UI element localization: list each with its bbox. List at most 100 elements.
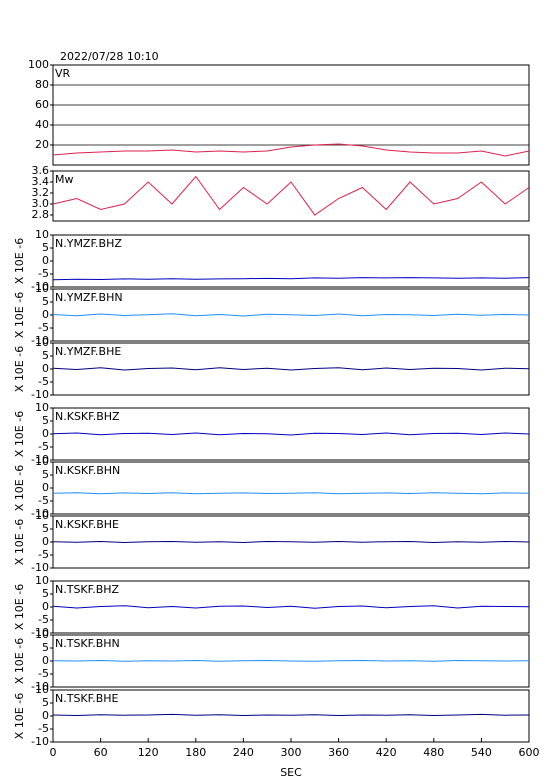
y-tick-label: 5	[42, 468, 49, 481]
x-tick-label: 60	[94, 746, 108, 759]
y-tick-label: 5	[42, 349, 49, 362]
y-tick-label: 0	[42, 427, 49, 440]
x-tick-label: 0	[50, 746, 57, 759]
y-tick-label: 10	[35, 509, 49, 522]
y-tick-label: 10	[35, 228, 49, 241]
panel-frame	[52, 580, 530, 634]
y-tick-label: 0	[42, 654, 49, 667]
panel-frame	[52, 170, 530, 222]
y-tick-label: 10	[35, 683, 49, 696]
y-tick-label: 0	[42, 600, 49, 613]
x-tick-label: 300	[281, 746, 302, 759]
trace-line	[52, 659, 530, 662]
trace-line	[52, 432, 530, 436]
x-tick-label: 600	[519, 746, 540, 759]
y-tick-label: 60	[35, 98, 49, 111]
y-axis-label: X 10E -6	[13, 238, 26, 284]
y-tick-label: 3.2	[32, 186, 50, 199]
y-axis-label: X 10E -6	[13, 465, 26, 511]
trace-line	[52, 175, 530, 216]
y-tick-label: -5	[38, 375, 49, 388]
trace-line	[52, 713, 530, 717]
y-tick-label: 0	[42, 535, 49, 548]
y-tick-label: -5	[38, 321, 49, 334]
panel-label: N.KSKF.BHE	[55, 518, 119, 531]
y-tick-label: 10	[35, 336, 49, 349]
x-tick-label: 240	[233, 746, 254, 759]
y-axis-label: X 10E -6	[13, 519, 26, 565]
y-tick-label: 10	[35, 628, 49, 641]
y-tick-label: 0	[42, 254, 49, 267]
y-tick-label: -5	[38, 548, 49, 561]
y-tick-label: 40	[35, 118, 49, 131]
y-tick-label: -10	[31, 626, 49, 639]
panel-label: Mw	[55, 173, 74, 186]
panel-label: N.YMZF.BHZ	[55, 237, 122, 250]
y-tick-label: -5	[38, 722, 49, 735]
y-tick-label: -5	[38, 613, 49, 626]
y-tick-label: 2.8	[32, 208, 50, 221]
y-tick-label: 0	[42, 709, 49, 722]
y-tick-label: -5	[38, 440, 49, 453]
trace-line	[52, 540, 530, 544]
y-axis-label: X 10E -6	[13, 411, 26, 457]
timestamp: 2022/07/28 10:10	[60, 50, 159, 63]
y-tick-label: 5	[42, 414, 49, 427]
y-tick-label: -10	[31, 561, 49, 574]
y-tick-label: 5	[42, 696, 49, 709]
y-tick-label: 5	[42, 587, 49, 600]
x-axis-label: SEC	[280, 766, 302, 779]
x-tick-label: 120	[138, 746, 159, 759]
trace-line	[52, 492, 530, 495]
trace-line	[52, 367, 530, 371]
panel-label: VR	[55, 67, 71, 80]
y-tick-label: -10	[31, 735, 49, 748]
panel-label: N.TSKF.BHN	[55, 637, 120, 650]
panel-label: N.TSKF.BHE	[55, 692, 119, 705]
y-tick-label: 0	[42, 481, 49, 494]
y-tick-label: 80	[35, 78, 49, 91]
y-tick-label: 20	[35, 138, 49, 151]
y-tick-label: 10	[35, 455, 49, 468]
y-tick-label: 3.0	[32, 197, 50, 210]
y-axis-label: X 10E -6	[13, 693, 26, 739]
y-tick-label: 5	[42, 522, 49, 535]
y-tick-label: 10	[35, 574, 49, 587]
x-tick-label: 360	[328, 746, 349, 759]
y-axis-label: X 10E -6	[13, 346, 26, 392]
x-tick-label: 420	[376, 746, 397, 759]
x-tick-label: 480	[423, 746, 444, 759]
panel-label: N.KSKF.BHZ	[55, 410, 120, 423]
y-tick-label: -5	[38, 494, 49, 507]
y-tick-label: 5	[42, 241, 49, 254]
y-tick-label: -5	[38, 667, 49, 680]
y-tick-label: 0	[42, 362, 49, 375]
y-axis-label: X 10E -6	[13, 638, 26, 684]
y-tick-label: -10	[31, 388, 49, 401]
y-tick-label: 5	[42, 295, 49, 308]
panel-label: N.TSKF.BHZ	[55, 583, 120, 596]
y-tick-label: 10	[35, 282, 49, 295]
y-tick-label: 3.6	[32, 164, 50, 177]
panel-frame	[52, 64, 530, 166]
panel-label: N.YMZF.BHE	[55, 345, 121, 358]
panel-frame	[52, 689, 530, 743]
x-tick-label: 180	[185, 746, 206, 759]
trace-line	[52, 605, 530, 609]
y-axis-label: X 10E -6	[13, 584, 26, 630]
panel-frame	[52, 461, 530, 515]
y-tick-label: -10	[31, 680, 49, 693]
trace-line	[52, 143, 530, 157]
panel-label: N.YMZF.BHN	[55, 291, 123, 304]
y-tick-label: -10	[31, 453, 49, 466]
y-tick-label: 5	[42, 641, 49, 654]
y-tick-label: -10	[31, 507, 49, 520]
y-tick-label: -10	[31, 280, 49, 293]
y-tick-label: 10	[35, 401, 49, 414]
y-tick-label: -10	[31, 334, 49, 347]
y-tick-label: -5	[38, 267, 49, 280]
y-tick-label: 100	[28, 58, 49, 71]
y-tick-label: 3.4	[32, 175, 50, 188]
